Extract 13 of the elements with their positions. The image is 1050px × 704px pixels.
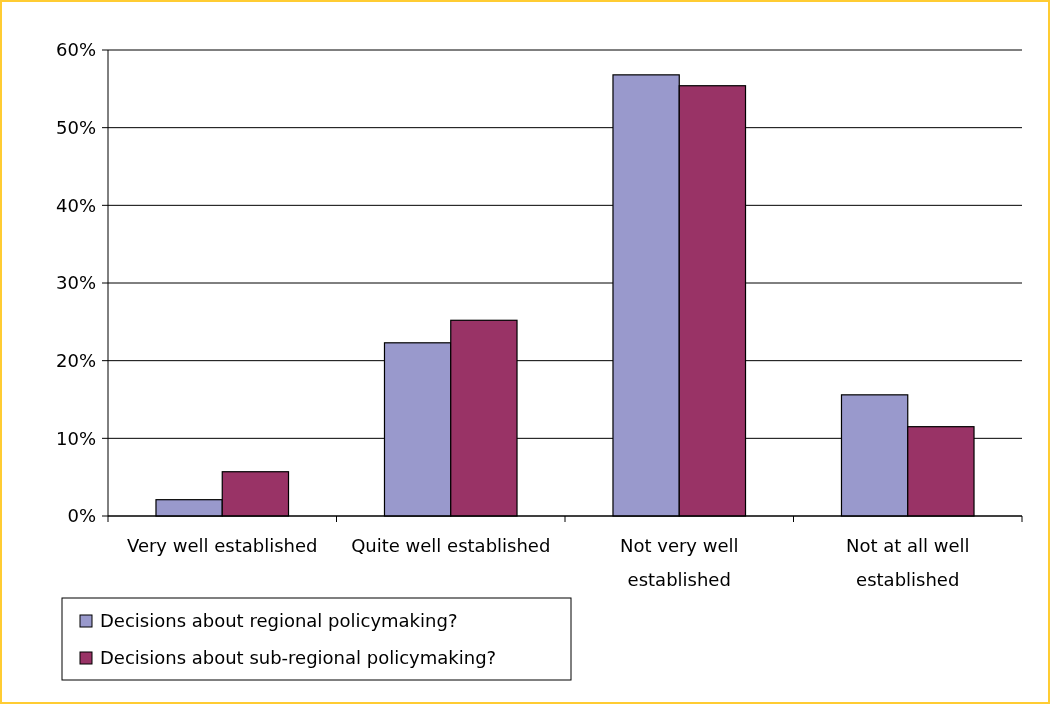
y-tick-label: 60% <box>55 39 96 61</box>
x-tick-label: Not very well established <box>619 535 739 590</box>
x-tick-label: Not at all well established <box>845 535 970 590</box>
y-tick-label: 40% <box>55 194 96 216</box>
x-tick-label: Quite well established <box>351 535 551 556</box>
y-tick-label: 50% <box>55 116 96 138</box>
y-tick-label: 20% <box>55 349 96 371</box>
y-tick-label: 0% <box>67 505 96 527</box>
y-tick-label: 10% <box>55 427 96 449</box>
legend-label: Decisions about regional policymaking? <box>100 610 458 632</box>
y-tick-label: 30% <box>55 272 96 294</box>
legend-label: Decisions about sub-regional policymaking? <box>100 647 497 669</box>
x-tick-label: Very well established <box>126 535 318 556</box>
